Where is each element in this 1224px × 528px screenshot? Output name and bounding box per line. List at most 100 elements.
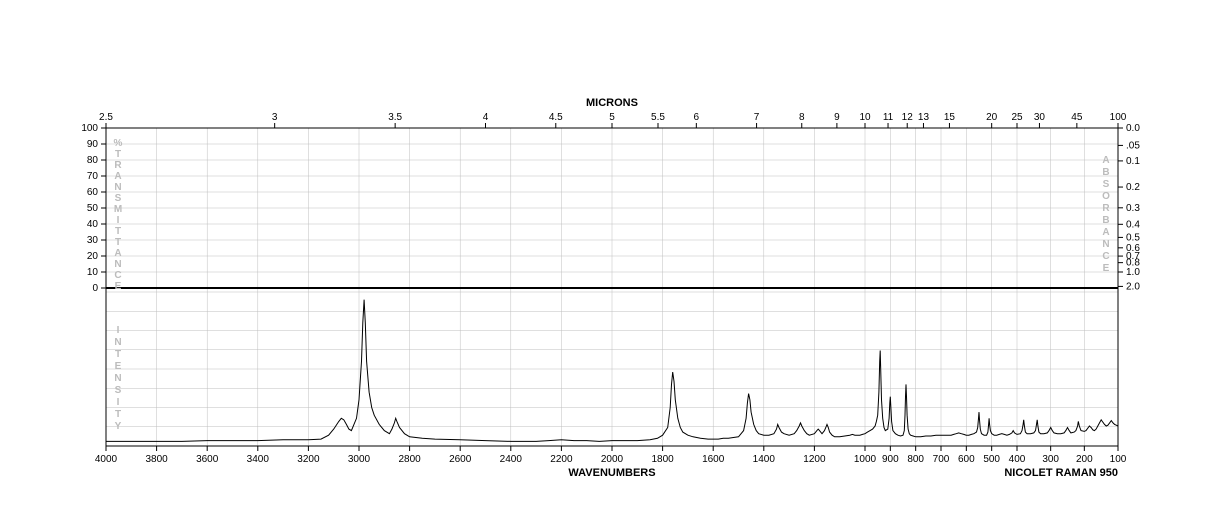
instrument-label: NICOLET RAMAN 950 <box>1004 467 1118 479</box>
micron-tick-label: 3.5 <box>388 112 402 123</box>
side-label-char: Y <box>115 421 122 432</box>
side-label-char: B <box>1102 215 1109 226</box>
x-tick-label: 200 <box>1076 454 1093 465</box>
pct-t-tick-label: 30 <box>87 235 99 246</box>
micron-tick-label: 5.5 <box>651 112 665 123</box>
side-label-char: A <box>1102 227 1109 238</box>
x-tick-label: 3000 <box>348 454 371 465</box>
abs-tick-label: 0.3 <box>1126 203 1140 214</box>
side-label-char: T <box>115 149 121 160</box>
side-label-char: I <box>117 325 120 336</box>
x-tick-label: 900 <box>882 454 899 465</box>
x-tick-label: 2000 <box>601 454 624 465</box>
side-label-char: B <box>1102 167 1109 178</box>
spectrum-chart: 4000380036003400320030002800260024002200… <box>0 0 1224 528</box>
side-label-char: N <box>114 182 121 193</box>
side-label-char: R <box>114 160 122 171</box>
side-label-char: I <box>117 397 120 408</box>
side-label-char: A <box>114 248 121 259</box>
micron-tick-label: 25 <box>1011 112 1023 123</box>
x-tick-label: 2200 <box>550 454 573 465</box>
micron-tick-label: 6 <box>694 112 700 123</box>
x-tick-label: 2400 <box>500 454 523 465</box>
x-tick-label: 3600 <box>196 454 219 465</box>
side-label-char: I <box>117 215 120 226</box>
top-axis-title: MICRONS <box>586 97 638 109</box>
side-label-char: N <box>114 373 121 384</box>
side-label-char: M <box>114 204 122 215</box>
pct-t-tick-label: 10 <box>87 267 99 278</box>
x-tick-label: 1600 <box>702 454 725 465</box>
micron-tick-label: 2.5 <box>99 112 113 123</box>
abs-tick-label: 1.0 <box>1126 267 1140 278</box>
side-label-char: C <box>1102 251 1109 262</box>
abs-tick-label: 2.0 <box>1126 281 1140 292</box>
x-tick-label: 1800 <box>651 454 674 465</box>
side-label-char: T <box>115 226 121 237</box>
side-label-char: N <box>1102 239 1109 250</box>
micron-tick-label: 30 <box>1034 112 1046 123</box>
x-tick-label: 800 <box>907 454 924 465</box>
abs-tick-label: 0.1 <box>1126 156 1140 167</box>
x-tick-label: 2600 <box>449 454 472 465</box>
side-label-char: T <box>115 237 121 248</box>
side-label-char: E <box>1103 263 1110 274</box>
micron-tick-label: 10 <box>859 112 871 123</box>
pct-t-tick-label: 60 <box>87 187 99 198</box>
side-label-char: T <box>115 409 121 420</box>
abs-tick-label: .05 <box>1126 140 1140 151</box>
micron-tick-label: 11 <box>883 112 894 123</box>
x-tick-label: 600 <box>958 454 975 465</box>
side-label-char: A <box>114 171 121 182</box>
abs-tick-label: 0.0 <box>1126 123 1140 134</box>
pct-t-tick-label: 40 <box>87 219 99 230</box>
x-tick-label: 2800 <box>398 454 421 465</box>
side-label-char: % <box>114 138 123 149</box>
side-label-char: S <box>115 385 122 396</box>
side-label-char: T <box>115 349 121 360</box>
side-label-char: E <box>115 361 122 372</box>
bottom-axis-title: WAVENUMBERS <box>568 467 655 479</box>
x-tick-label: 1400 <box>753 454 776 465</box>
x-tick-label: 3800 <box>145 454 168 465</box>
pct-t-tick-label: 90 <box>87 139 99 150</box>
x-tick-label: 4000 <box>95 454 118 465</box>
pct-t-tick-label: 70 <box>87 171 99 182</box>
micron-tick-label: 3 <box>272 112 278 123</box>
micron-tick-label: 4.5 <box>549 112 563 123</box>
micron-tick-label: 4 <box>483 112 489 123</box>
x-tick-label: 1000 <box>854 454 877 465</box>
x-tick-label: 400 <box>1009 454 1026 465</box>
pct-t-tick-label: 100 <box>81 123 98 134</box>
micron-tick-label: 12 <box>902 112 914 123</box>
micron-tick-label: 13 <box>918 112 930 123</box>
x-tick-label: 1200 <box>803 454 826 465</box>
pct-t-tick-label: 20 <box>87 251 99 262</box>
x-tick-label: 3200 <box>297 454 320 465</box>
micron-tick-label: 15 <box>944 112 956 123</box>
micron-tick-label: 8 <box>799 112 805 123</box>
pct-t-tick-label: 80 <box>87 155 99 166</box>
side-label-char: S <box>1103 179 1110 190</box>
x-tick-label: 500 <box>983 454 1000 465</box>
side-label-char: C <box>114 270 121 281</box>
side-label-char: R <box>1102 203 1110 214</box>
pct-t-tick-label: 50 <box>87 203 99 214</box>
abs-tick-label: 0.2 <box>1126 182 1140 193</box>
micron-tick-label: 5 <box>609 112 615 123</box>
x-tick-label: 3400 <box>247 454 270 465</box>
micron-tick-label: 20 <box>986 112 998 123</box>
side-label-char: A <box>1102 155 1109 166</box>
side-label-char: S <box>115 193 122 204</box>
micron-tick-label: 100 <box>1110 112 1127 123</box>
side-label-char: N <box>114 337 121 348</box>
x-tick-label: 700 <box>933 454 950 465</box>
micron-tick-label: 9 <box>834 112 840 123</box>
abs-tick-label: 0.4 <box>1126 219 1140 230</box>
abs-tick-label: 0.5 <box>1126 232 1140 243</box>
side-label-char: E <box>115 281 122 292</box>
side-label-char: N <box>114 259 121 270</box>
x-tick-label: 100 <box>1110 454 1127 465</box>
pct-t-tick-label: 0 <box>92 283 98 294</box>
micron-tick-label: 45 <box>1071 112 1083 123</box>
